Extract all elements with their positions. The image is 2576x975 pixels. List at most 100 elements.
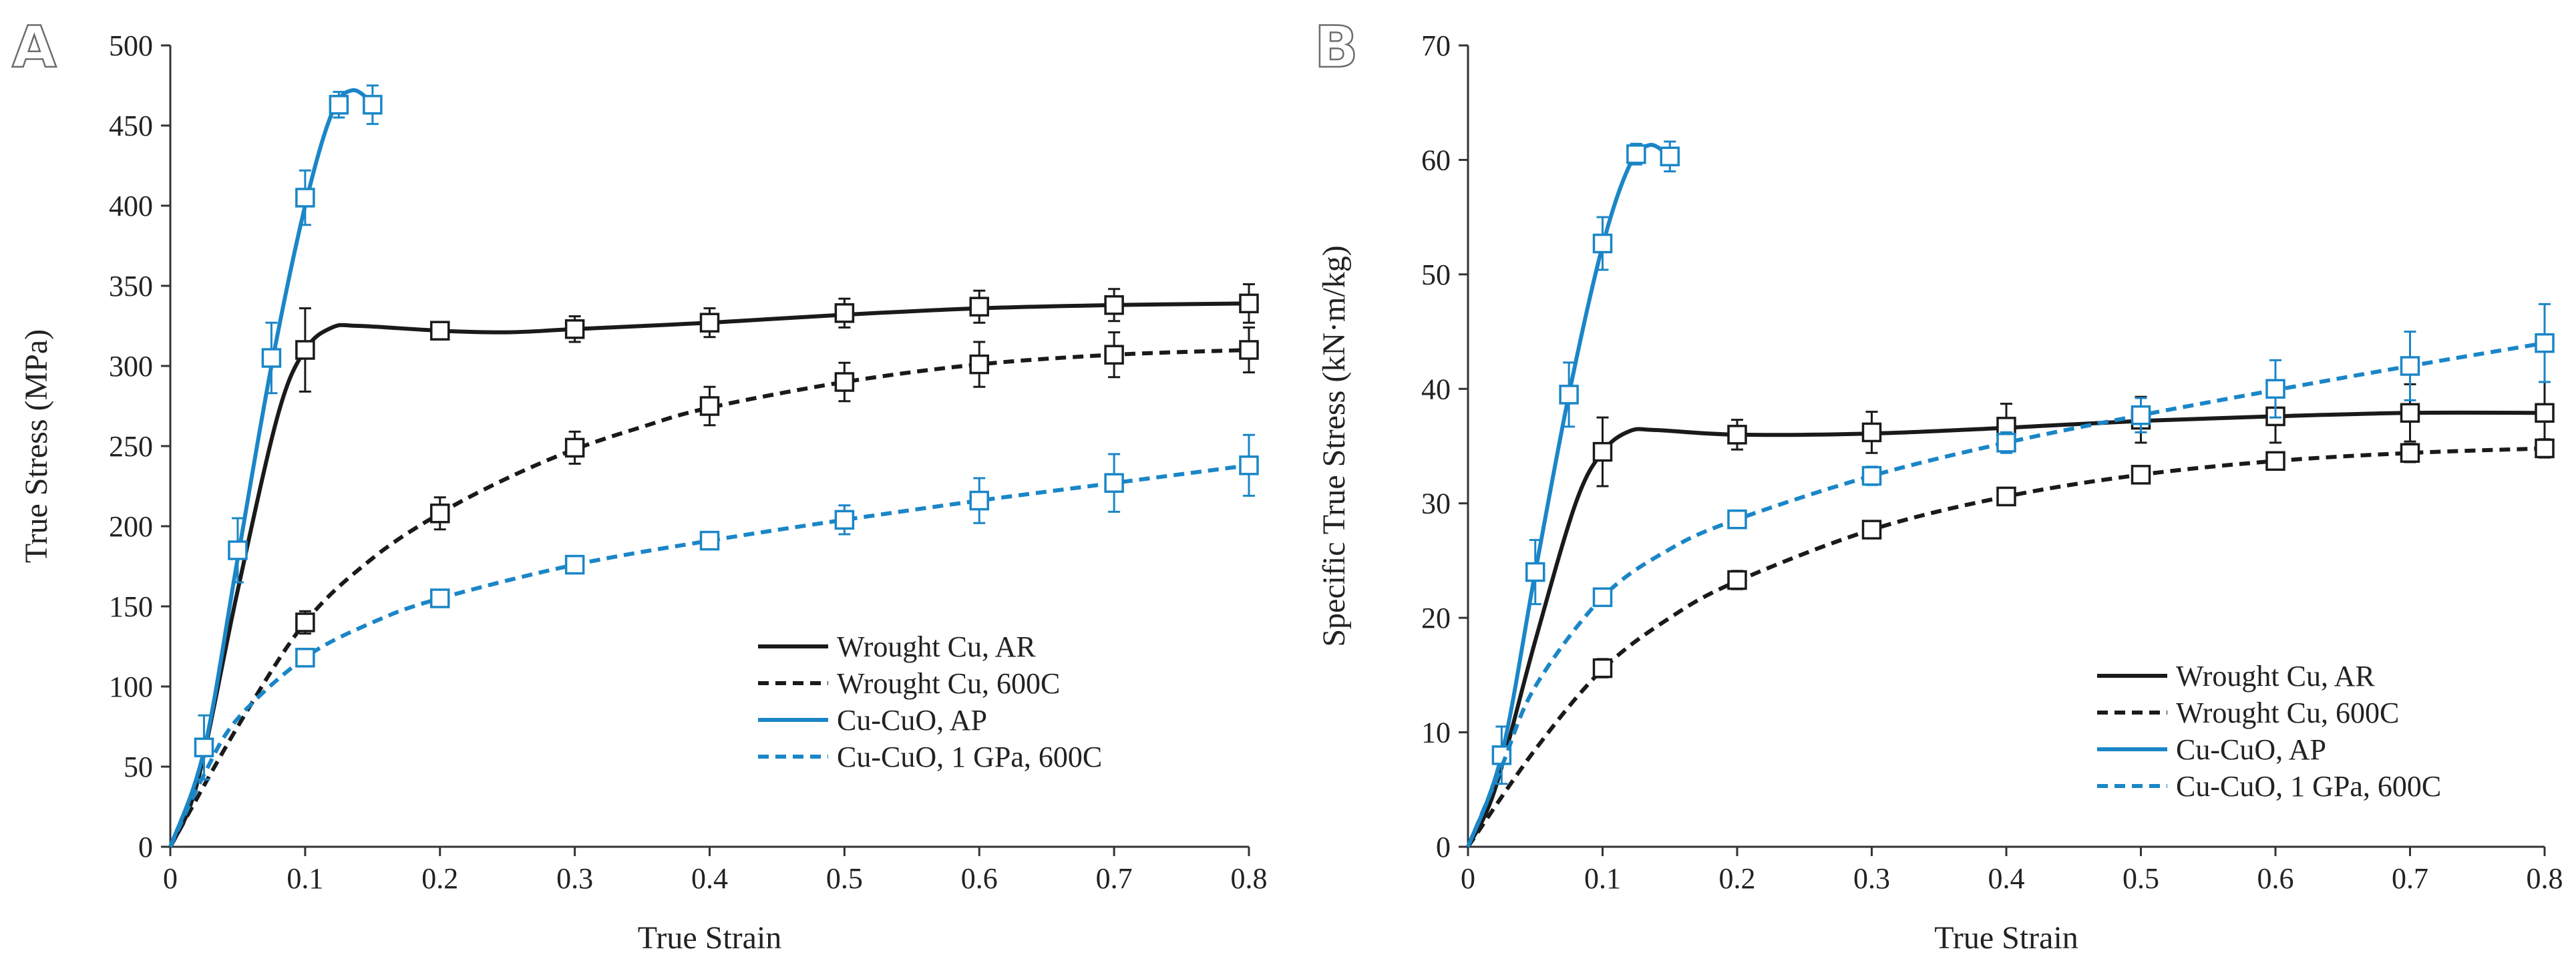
- y-axis-title: Specific True Stress (kN·m/kg): [1316, 245, 1352, 646]
- data-point: [2131, 465, 2151, 485]
- x-tick-label: 0.6: [961, 862, 998, 895]
- x-tick-label: 0.5: [826, 862, 863, 895]
- data-point: [228, 540, 248, 560]
- series-4: [1466, 303, 2555, 848]
- data-point: [1239, 455, 1259, 475]
- data-point: [969, 490, 989, 511]
- y-tick-label: 350: [109, 270, 153, 303]
- y-tick-label: 70: [1421, 29, 1451, 62]
- x-tick-label: 0.8: [1231, 862, 1268, 895]
- data-point: [564, 554, 585, 575]
- y-tick-label: 500: [109, 29, 153, 62]
- data-point: [1592, 233, 1613, 254]
- legend-label: Wrought Cu, AR: [2176, 660, 2375, 693]
- data-point: [430, 321, 450, 341]
- data-point: [194, 737, 214, 757]
- data-point: [564, 437, 585, 458]
- legend-label: Cu-CuO, 1 GPa, 600C: [837, 741, 1102, 773]
- x-tick-label: 0.1: [287, 862, 323, 895]
- legend-label: Cu-CuO, AP: [837, 704, 987, 737]
- data-point: [1104, 473, 1124, 493]
- legend-label: Cu-CuO, 1 GPa, 600C: [2176, 770, 2441, 803]
- data-point: [1727, 509, 1747, 530]
- y-tick-label: 250: [109, 430, 153, 463]
- chart-panel-a: A 0 50 100 150 200 250 300 350 400 450 500 0 0.1 0.2 0.…: [11, 13, 1268, 956]
- data-point: [1996, 433, 2016, 453]
- y-tick-label: 60: [1421, 144, 1451, 176]
- legend-label: Wrought Cu, 600C: [837, 667, 1060, 700]
- legend: Wrought Cu, AR Wrought Cu, 600C Cu-CuO, AP…: [758, 630, 1102, 773]
- data-point: [295, 648, 315, 668]
- x-tick-label: 0.1: [1584, 862, 1621, 895]
- data-point: [1239, 293, 1259, 314]
- series-3: [168, 84, 383, 847]
- data-point: [969, 354, 989, 375]
- series-4: [168, 433, 1259, 848]
- y-tick-label: 450: [109, 110, 153, 142]
- data-point: [1861, 422, 1882, 443]
- x-axis-title: True Strain: [638, 920, 782, 956]
- chart-panel-b: B 0 10 20 30 40 50 60 70 0 0.1 0.2 0.3 0.4 0.5 0.6 0.7 0.…: [1314, 13, 2563, 956]
- x-tick-label: 0.2: [1719, 862, 1756, 895]
- data-point: [2535, 403, 2555, 423]
- data-point: [1104, 345, 1124, 365]
- x-tick-label: 0.5: [2123, 862, 2159, 895]
- x-tick-label: 0: [1461, 862, 1475, 895]
- data-point: [2265, 379, 2285, 399]
- x-tick-label: 0.6: [2257, 862, 2294, 895]
- y-tick-label: 0: [138, 831, 153, 863]
- data-point: [969, 297, 989, 317]
- data-point: [2400, 443, 2420, 463]
- data-point: [329, 95, 349, 115]
- series-line: [168, 348, 1250, 848]
- data-point: [1660, 146, 1680, 167]
- y-tick-label: 10: [1421, 717, 1451, 749]
- data-point: [564, 319, 585, 339]
- y-tick-label: 300: [109, 350, 153, 383]
- data-point: [1104, 295, 1124, 315]
- y-tick-label: 0: [1436, 831, 1451, 863]
- y-tick-label: 150: [109, 590, 153, 623]
- x-tick-label: 0.8: [2527, 862, 2563, 895]
- series-2: [1466, 438, 2555, 848]
- panel-letter: B: [1314, 14, 1358, 81]
- x-tick-label: 0.4: [691, 862, 728, 895]
- legend: Wrought Cu, AR Wrought Cu, 600C Cu-CuO, AP…: [2097, 660, 2441, 803]
- y-axis-title: True Stress (MPa): [19, 329, 54, 563]
- x-tick-label: 0.2: [421, 862, 458, 895]
- data-point: [2535, 438, 2555, 459]
- data-point: [1861, 465, 1882, 486]
- y-tick-label: 50: [1421, 258, 1451, 291]
- data-point: [295, 188, 315, 208]
- data-point: [699, 530, 720, 551]
- data-point: [1861, 520, 1882, 540]
- series-line: [1466, 446, 2545, 848]
- data-point: [2400, 403, 2420, 423]
- y-tick-label: 40: [1421, 373, 1451, 405]
- data-point: [2535, 333, 2555, 353]
- data-point: [261, 348, 282, 368]
- data-point: [2131, 405, 2151, 425]
- data-point: [834, 510, 855, 530]
- data-point: [430, 504, 450, 524]
- data-point: [1592, 658, 1613, 678]
- x-tick-label: 0.3: [556, 862, 593, 895]
- y-tick-label: 200: [109, 510, 153, 543]
- x-tick-label: 0.7: [1096, 862, 1133, 895]
- x-tick-label: 0.4: [1988, 862, 2025, 895]
- data-point: [295, 340, 315, 360]
- legend-label: Wrought Cu, 600C: [2176, 697, 2399, 729]
- series-3: [1466, 140, 1680, 848]
- data-point: [1559, 385, 1579, 405]
- y-tick-label: 20: [1421, 602, 1451, 634]
- data-point: [834, 372, 855, 392]
- series-1: [1466, 381, 2555, 848]
- y-tick-label: 100: [109, 670, 153, 703]
- x-axis-title: True Strain: [1934, 920, 2078, 956]
- y-tick-label: 400: [109, 190, 153, 222]
- series-line: [1466, 143, 1671, 848]
- data-point: [2400, 356, 2420, 376]
- data-point: [430, 588, 450, 608]
- series-line: [1466, 341, 2545, 848]
- data-point: [1592, 587, 1613, 608]
